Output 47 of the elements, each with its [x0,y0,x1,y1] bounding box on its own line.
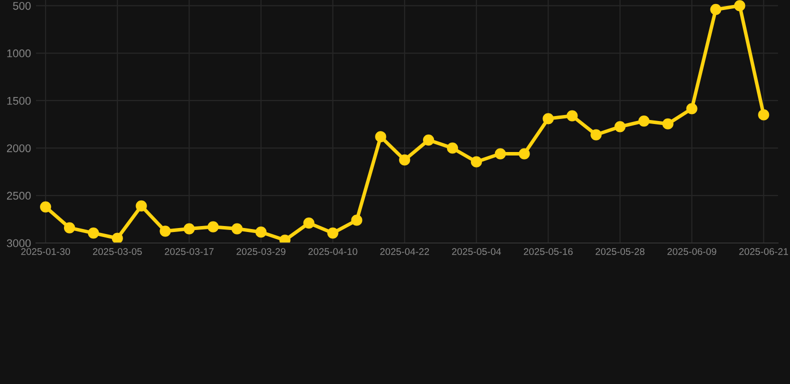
x-tick-label: 2025-06-21 [739,248,788,255]
point [518,148,530,160]
point [494,148,506,160]
y-tick-label: 3000 [6,239,31,248]
point [303,218,314,229]
x-tick-label: 2025-01-30 [21,248,70,255]
point [422,134,434,146]
point [470,156,482,168]
point [184,223,195,234]
y-tick-label: 500 [13,2,31,10]
point [566,110,578,122]
point [686,103,698,114]
point [590,129,602,140]
point [232,223,243,234]
point [638,115,650,127]
x-tick-label: 2025-05-04 [452,248,501,255]
point [758,109,770,120]
point [375,131,386,142]
point [710,4,722,16]
point [399,154,410,166]
point [662,118,674,130]
point [136,200,147,212]
x-tick-label: 2025-05-28 [596,248,644,255]
x-tick-label: 2025-03-17 [164,248,214,255]
y-tick-label: 1000 [7,49,31,58]
point [255,226,267,238]
x-tick-label: 2025-03-05 [93,248,142,255]
x-tick-label: 2025-06-09 [667,248,716,255]
point [734,0,746,12]
point [160,226,171,237]
y-tick-label: 1500 [7,96,31,105]
point [614,121,626,132]
point [112,232,123,243]
x-tick-label: 2025-05-16 [524,248,573,255]
point [542,113,554,124]
x-tick-label: 2025-03-29 [236,248,286,255]
point [208,221,219,232]
point [327,227,338,239]
point [88,227,99,239]
point [446,142,458,154]
x-tick-label: 2025-04-22 [380,248,429,255]
point [64,222,76,234]
y-tick-label: 2500 [6,192,31,200]
point [351,214,362,226]
y-tick-label: 2000 [6,144,31,152]
point [40,201,52,212]
x-tick-label: 2025-04-10 [308,248,358,255]
